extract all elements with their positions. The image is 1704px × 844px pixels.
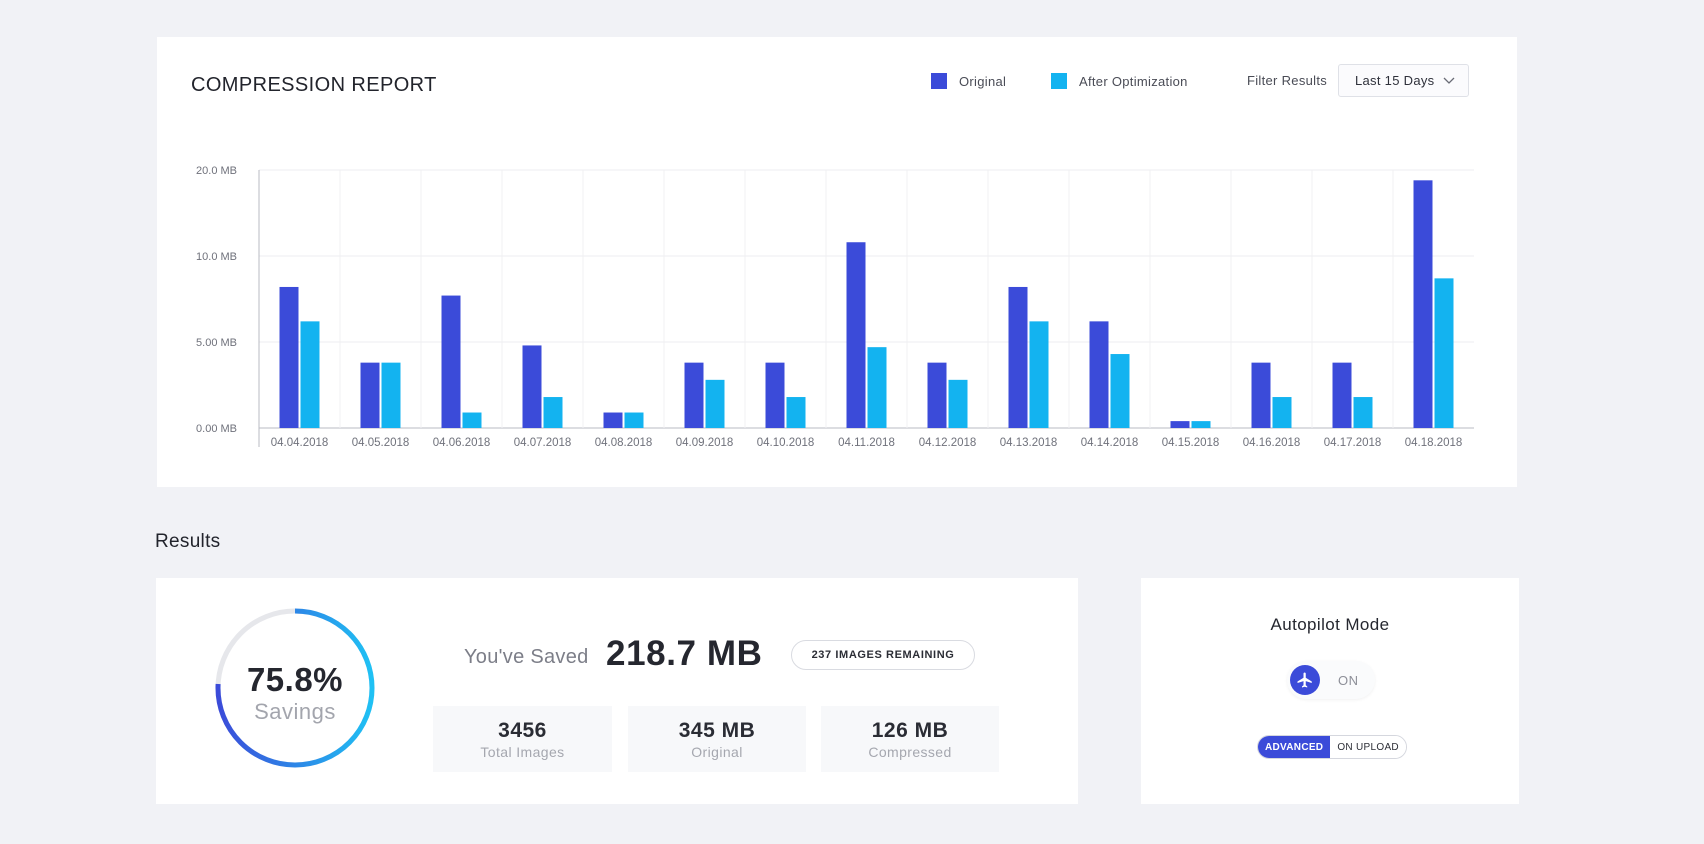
bar-original	[927, 362, 947, 428]
y-tick-label: 0.00 MB	[196, 423, 237, 435]
y-tick-label: 20.0 MB	[196, 165, 237, 177]
bar-original	[1332, 362, 1352, 428]
legend-after-optimization: After Optimization	[1051, 73, 1188, 89]
bar-after-optimization	[705, 379, 725, 428]
x-tick-label: 04.13.2018	[1000, 437, 1058, 449]
stat-original: 345 MB Original	[628, 706, 806, 772]
bar-after-optimization	[948, 379, 968, 428]
autopilot-toggle-label: ON	[1338, 673, 1359, 688]
mode-advanced-button[interactable]: ADVANCED	[1258, 736, 1331, 758]
bar-original	[522, 345, 542, 428]
bar-after-optimization	[543, 397, 563, 428]
x-tick-label: 04.08.2018	[595, 437, 653, 449]
filter-results-label: Filter Results	[1247, 73, 1328, 88]
bar-original	[360, 362, 380, 428]
x-tick-label: 04.15.2018	[1162, 437, 1220, 449]
bar-after-optimization	[1110, 354, 1130, 428]
bar-after-optimization	[462, 412, 482, 428]
legend-after-optimization-swatch	[1051, 73, 1067, 89]
x-tick-label: 04.17.2018	[1324, 437, 1382, 449]
bar-after-optimization	[1029, 321, 1049, 428]
x-tick-label: 04.16.2018	[1243, 437, 1301, 449]
mode-on-upload-button[interactable]: ON UPLOAD	[1330, 736, 1406, 758]
x-tick-label: 04.09.2018	[676, 437, 734, 449]
bar-original	[846, 242, 866, 428]
stat-original-value: 345 MB	[678, 719, 756, 742]
images-remaining-badge: 237 IMAGES REMAINING	[791, 640, 975, 670]
x-tick-label: 04.14.2018	[1081, 437, 1139, 449]
chevron-down-icon	[1443, 77, 1455, 84]
x-tick-label: 04.11.2018	[838, 437, 895, 449]
bar-original	[603, 412, 623, 428]
legend-after-optimization-label: After Optimization	[1079, 73, 1188, 89]
bar-after-optimization	[786, 397, 806, 428]
bar-original	[1251, 362, 1271, 428]
bar-original	[441, 295, 461, 428]
compression-report-card: COMPRESSION REPORT Original After Optimi…	[157, 37, 1517, 487]
stat-compressed: 126 MB Compressed	[821, 706, 999, 772]
x-tick-label: 04.10.2018	[757, 437, 815, 449]
stat-total-images-value: 3456	[498, 719, 547, 742]
bar-original	[765, 362, 785, 428]
bar-after-optimization	[1191, 421, 1211, 428]
bar-original	[1008, 286, 1028, 428]
bar-original	[684, 362, 704, 428]
bar-after-optimization	[867, 347, 887, 428]
bar-after-optimization	[381, 362, 401, 428]
results-heading: Results	[155, 531, 221, 552]
bar-after-optimization	[300, 321, 320, 428]
savings-percent: 75.8%	[246, 661, 344, 698]
savings-ring-progress	[215, 608, 375, 768]
stat-total-images: 3456 Total Images	[433, 706, 612, 772]
autopilot-mode-selector: ADVANCED ON UPLOAD	[1257, 735, 1407, 759]
savings-ring: 75.8% Savings	[214, 607, 376, 769]
bar-original	[1413, 180, 1433, 428]
x-tick-label: 04.05.2018	[352, 437, 410, 449]
bar-after-optimization	[1353, 397, 1373, 428]
savings-ring-graphic	[215, 608, 375, 768]
autopilot-card: Autopilot Mode ON ADVANCED ON UPLOAD	[1141, 578, 1519, 804]
y-tick-label: 10.0 MB	[196, 251, 237, 263]
x-tick-label: 04.07.2018	[514, 437, 572, 449]
savings-card: 75.8% Savings You've Saved 218.7 MB 237 …	[156, 578, 1078, 804]
bar-after-optimization	[1434, 278, 1454, 428]
y-tick-label: 5.00 MB	[196, 337, 237, 349]
stat-original-label: Original	[691, 744, 743, 760]
stat-compressed-value: 126 MB	[871, 719, 949, 742]
x-tick-label: 04.04.2018	[271, 437, 329, 449]
x-tick-label: 04.06.2018	[433, 437, 491, 449]
legend-original-swatch	[931, 73, 947, 89]
bar-after-optimization	[1272, 397, 1292, 428]
autopilot-title: Autopilot Mode	[1270, 615, 1390, 634]
filter-results-dropdown[interactable]: Last 15 Days	[1338, 64, 1469, 97]
savings-label: Savings	[254, 699, 336, 724]
saved-label: You've Saved	[464, 646, 589, 668]
saved-value: 218.7 MB	[606, 634, 763, 673]
bar-after-optimization	[624, 412, 644, 428]
stat-total-images-label: Total Images	[480, 744, 565, 760]
report-title: COMPRESSION REPORT	[191, 74, 437, 96]
compression-bar-chart: 0.00 MB 5.00 MB 10.0 MB 20.0 MB 04.04.2018 04…	[196, 165, 1474, 449]
bar-original	[1170, 421, 1190, 428]
x-tick-label: 04.12.2018	[919, 437, 977, 449]
bar-original	[1089, 321, 1109, 428]
airplane-icon	[1290, 665, 1320, 695]
legend-original: Original	[931, 73, 1006, 89]
x-tick-label: 04.18.2018	[1405, 437, 1463, 449]
bar-original	[279, 286, 299, 428]
filter-results-value: Last 15 Days	[1355, 73, 1435, 88]
airplane-icon-glyph	[1297, 672, 1312, 688]
legend-original-label: Original	[959, 73, 1007, 89]
stat-compressed-label: Compressed	[868, 744, 952, 760]
autopilot-toggle[interactable]: ON	[1287, 661, 1375, 699]
